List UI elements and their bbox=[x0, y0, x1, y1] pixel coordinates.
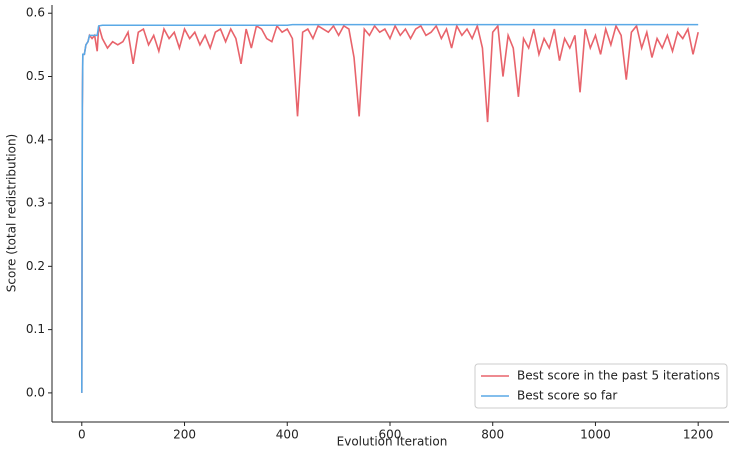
y-tick-label: 0.0 bbox=[26, 385, 45, 399]
y-tick-label: 0.5 bbox=[26, 69, 45, 83]
x-tick-label: 0 bbox=[78, 428, 86, 442]
y-tick-label: 0.1 bbox=[26, 322, 45, 336]
legend-label: Best score so far bbox=[517, 389, 617, 403]
y-tick-label: 0.3 bbox=[26, 196, 45, 210]
y-tick-label: 0.2 bbox=[26, 259, 45, 273]
x-axis-label: Evolution Iteration bbox=[337, 435, 448, 449]
x-tick-label: 600 bbox=[379, 428, 402, 442]
legend-label: Best score in the past 5 iterations bbox=[517, 369, 720, 383]
x-tick-label: 1200 bbox=[683, 428, 714, 442]
x-tick-label: 200 bbox=[173, 428, 196, 442]
x-tick-label: 800 bbox=[481, 428, 504, 442]
series-line bbox=[80, 23, 699, 393]
y-tick-label: 0.6 bbox=[26, 6, 45, 20]
legend-box bbox=[474, 363, 728, 409]
x-tick-label: 400 bbox=[276, 428, 299, 442]
series-line bbox=[80, 23, 699, 393]
x-tick-label: 1000 bbox=[580, 428, 611, 442]
y-axis-label: Score (total redistribution) bbox=[5, 134, 19, 292]
y-tick-label: 0.4 bbox=[26, 132, 45, 146]
